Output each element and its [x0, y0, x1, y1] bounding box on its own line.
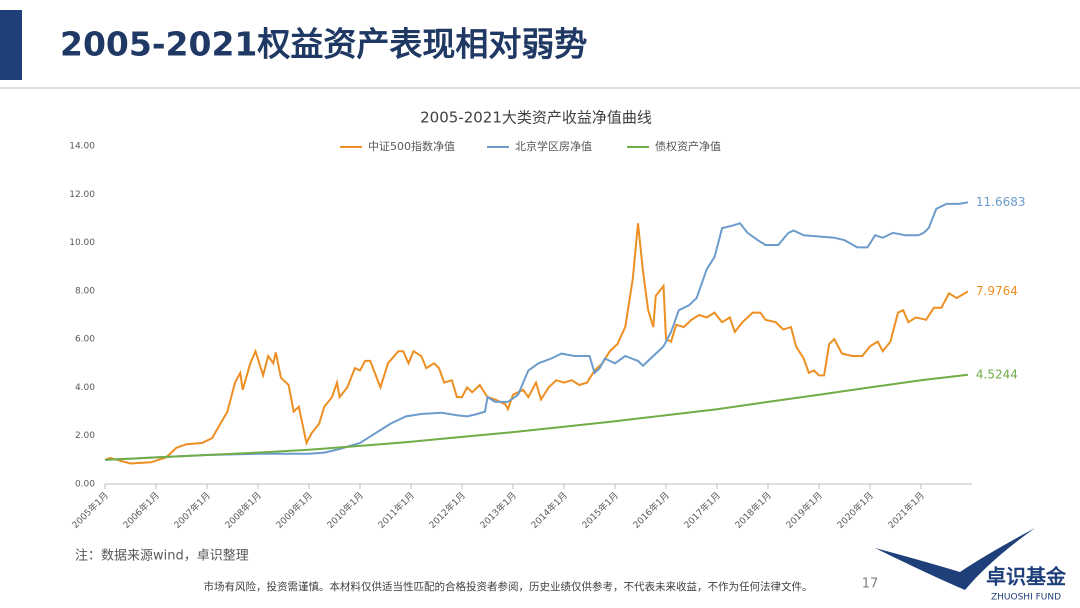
end-label: 4.5244	[976, 367, 1018, 381]
y-tick-label: 8.00	[75, 286, 95, 296]
x-tick-label: 2016年1月	[630, 489, 671, 530]
y-tick-label: 10.00	[69, 238, 95, 248]
x-tick-label: 2018年1月	[732, 489, 773, 530]
end-label: 7.9764	[976, 284, 1018, 298]
x-tick-label: 2008年1月	[222, 489, 263, 530]
x-tick-label: 2013年1月	[477, 489, 518, 530]
end-label: 11.6683	[976, 195, 1026, 209]
y-tick-label: 2.00	[75, 431, 95, 441]
x-tick-label: 2014年1月	[528, 489, 569, 530]
legend-label: 中证500指数净值	[368, 139, 455, 153]
y-tick-label: 0.00	[75, 480, 95, 490]
x-tick-label: 2010年1月	[324, 489, 365, 530]
legend-label: 债权资产净值	[655, 139, 721, 153]
series-line	[104, 373, 969, 461]
accent-bar	[0, 10, 22, 80]
x-tick-label: 2012年1月	[426, 489, 467, 530]
x-tick-label: 2019年1月	[783, 489, 824, 530]
series-line	[104, 223, 969, 465]
chart-title: 2005-2021大类资产收益净值曲线	[420, 109, 652, 127]
x-tick-label: 2015年1月	[579, 489, 620, 530]
legend-label: 北京学区房净值	[515, 139, 592, 153]
note: 注：数据来源wind，卓识整理	[75, 549, 249, 564]
disclaimer: 市场有风险，投资需谨慎。本材料仅供适当性匹配的合格投资者参阅，历史业绩仅供参考，…	[204, 580, 813, 593]
x-tick-label: 2006年1月	[120, 489, 161, 530]
y-tick-label: 14.00	[69, 142, 95, 152]
slide-title: 2005-2021权益资产表现相对弱势	[60, 25, 587, 64]
logo-en: ZHUOSHI FUND	[991, 593, 1061, 603]
logo-mark	[875, 528, 1035, 590]
y-tick-label: 6.00	[75, 335, 95, 345]
x-tick-label: 2005年1月	[69, 489, 110, 530]
x-tick-label: 2020年1月	[834, 489, 875, 530]
logo-text: 卓识基金	[986, 565, 1067, 589]
x-tick-label: 2021年1月	[885, 489, 926, 530]
x-tick-label: 2007年1月	[171, 489, 212, 530]
page-number: 17	[862, 577, 879, 592]
series-line	[104, 201, 969, 461]
x-tick-label: 2011年1月	[375, 489, 416, 530]
x-tick-label: 2017年1月	[681, 489, 722, 530]
y-tick-label: 12.00	[69, 190, 95, 200]
y-tick-label: 4.00	[75, 383, 95, 393]
x-tick-label: 2009年1月	[273, 489, 314, 530]
